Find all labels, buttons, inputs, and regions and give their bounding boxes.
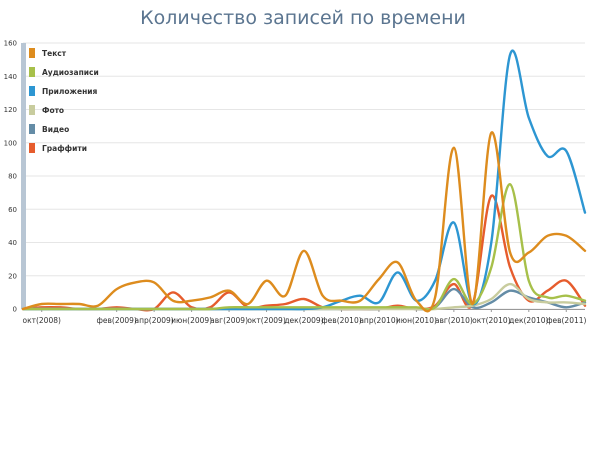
x-tick-label: апр(2009) (135, 316, 174, 325)
legend-label: Аудиозаписи (42, 68, 99, 77)
x-tick-label: июн(2009) (171, 316, 212, 325)
y-tick-label: 100 (4, 139, 17, 147)
x-tick-label: фев(2010) (321, 316, 361, 325)
legend-swatch (29, 124, 35, 134)
y-tick-label: 120 (4, 106, 17, 114)
x-tick-label: дек(2009) (284, 316, 323, 325)
x-tick-label: июн(2010) (396, 316, 437, 325)
y-axis-band (21, 43, 26, 309)
legend-label: Видео (42, 125, 69, 134)
x-tick-label: окт(2009) (247, 316, 286, 325)
legend: Текст Аудиозаписи Приложения Фото Видео Графф… (29, 48, 99, 153)
y-axis: 0 20 40 60 80 100 120 140 160 (4, 40, 17, 314)
x-tick-label: окт(2008) (23, 316, 62, 325)
legend-swatch (29, 67, 35, 77)
series-line (21, 194, 587, 312)
legend-label: Приложения (42, 87, 98, 96)
y-tick-label: 160 (4, 40, 17, 48)
y-tick-label: 0 (13, 306, 17, 314)
legend-swatch (29, 143, 35, 153)
x-tick-label: фев(2009) (96, 316, 136, 325)
series-line (21, 183, 587, 311)
legend-label: Фото (42, 106, 64, 115)
x-tick-label: фев(2011) (546, 316, 586, 325)
y-tick-label: 80 (8, 173, 17, 181)
x-tick-label: авг(2010) (435, 316, 473, 325)
chart-title: Количество записей по времени (140, 7, 466, 29)
y-tick-label: 140 (4, 73, 17, 81)
legend-swatch (29, 105, 35, 115)
x-axis: окт(2008) фев(2009)апр(2009)июн(2009)авг(… (23, 309, 587, 325)
y-tick-label: 20 (8, 272, 17, 280)
series-lines (21, 49, 587, 313)
x-tick-label: окт(2010) (472, 316, 511, 325)
series-line (21, 131, 587, 313)
x-tick-label: дек(2010) (509, 316, 548, 325)
legend-swatch (29, 86, 35, 96)
y-tick-label: 60 (8, 206, 17, 214)
legend-label: Текст (42, 49, 67, 58)
legend-swatch (29, 48, 35, 58)
x-tick-label: апр(2010) (359, 316, 398, 325)
x-tick-label: авг(2009) (210, 316, 248, 325)
legend-label: Граффити (42, 144, 87, 153)
grid (23, 42, 585, 310)
y-tick-label: 40 (8, 239, 17, 247)
